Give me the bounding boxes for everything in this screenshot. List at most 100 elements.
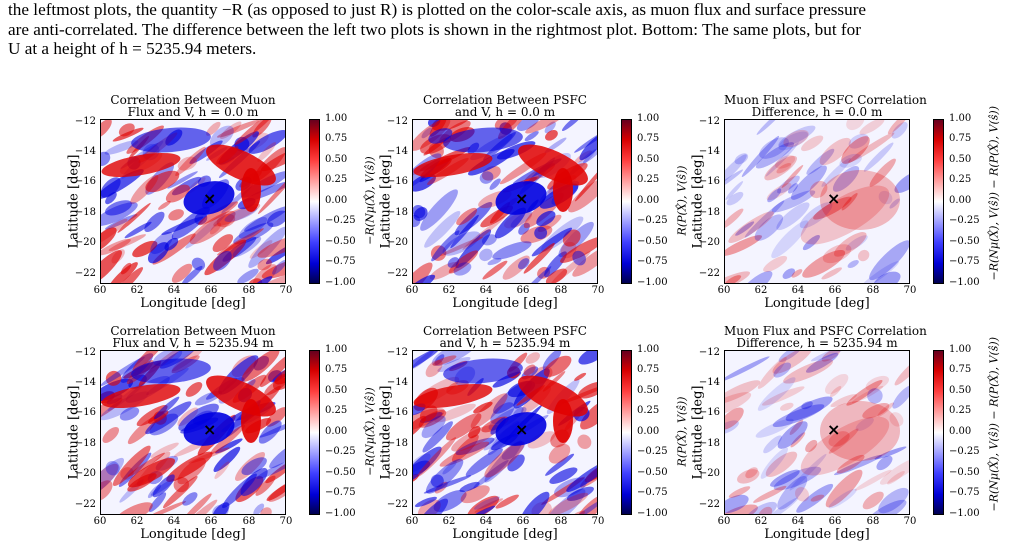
heatmap-blob [147, 242, 169, 264]
heatmap-blob [487, 257, 502, 266]
colorbar-tick-label: 0.50 [325, 154, 348, 165]
x-tick-label: 60 [717, 516, 731, 527]
colorbar-tick-label: −0.50 [949, 467, 980, 478]
heatmap-blob [430, 245, 447, 261]
heatmap-blob [574, 161, 597, 202]
heatmap-blob [841, 193, 858, 211]
heatmap-blob [865, 499, 907, 514]
heatmap-blob [543, 355, 572, 377]
heatmap-blob [213, 446, 241, 472]
heatmap-blob [439, 441, 490, 467]
heatmap-blob [424, 210, 461, 248]
x-tick-label: 60 [93, 516, 107, 527]
caption-line-1: the leftmost plots, the quantity −R (as … [8, 0, 867, 19]
x-axis-label: Longitude [deg] [452, 296, 558, 311]
colorbar-label: −R(Nμ(X̂), V(ŝ)) − R(P(X̂), V(ŝ)) [987, 106, 1001, 281]
heatmap-blob [265, 460, 285, 484]
x-tick-label: 60 [93, 285, 107, 296]
colorbar [621, 119, 632, 284]
heatmap-blob [164, 237, 179, 251]
heatmap-blob [848, 132, 895, 163]
colorbar-tick-label: 0.25 [325, 405, 348, 416]
x-tick-label: 64 [791, 285, 805, 296]
heatmap-blob [542, 351, 562, 370]
heatmap-blob [191, 257, 206, 271]
center-marker: × [515, 420, 528, 439]
x-tick-label: 66 [516, 285, 530, 296]
heatmap-blob [771, 190, 816, 213]
positive-region [800, 416, 890, 476]
heatmap-blob [725, 420, 739, 435]
heatmap-blob [762, 497, 799, 514]
heatmap-blob [489, 178, 501, 190]
positive-region [553, 168, 573, 212]
heatmap-blob [824, 373, 849, 395]
heatmap-blob [805, 439, 818, 453]
heatmap-blob [789, 419, 804, 435]
x-tick-label: 68 [554, 285, 568, 296]
colorbar-tick-label: −1.00 [637, 508, 668, 519]
center-marker: × [827, 420, 840, 439]
heatmap-blob [725, 392, 752, 418]
x-axis-label: Longitude [deg] [140, 296, 246, 311]
heatmap-blob [105, 460, 120, 476]
heatmap-blob [267, 210, 285, 227]
heatmap-blob [518, 258, 530, 270]
y-tick-label: −20 [386, 468, 408, 479]
colorbar-tick-label: 0.25 [949, 174, 972, 185]
heatmap-blob [763, 255, 788, 272]
heatmap-blob [869, 240, 909, 281]
heatmap-blob [819, 137, 851, 166]
colorbar-tick-label: −0.50 [325, 467, 356, 478]
heatmap-blob [572, 510, 586, 514]
heatmap-blob [566, 459, 597, 492]
heatmap-blob [772, 404, 825, 428]
colorbar-label: −R(Nμ(X̂), V(ŝ)) − R(P(X̂), V(ŝ)) [987, 337, 1001, 512]
heatmap-blob [455, 437, 495, 456]
heatmap-blob [474, 498, 504, 513]
heatmap-blob [501, 441, 525, 460]
heatmap-blob [434, 354, 445, 366]
y-axis-label: Latitude [deg] [378, 385, 394, 480]
heatmap-blob [413, 460, 431, 475]
heatmap-blob [247, 278, 263, 283]
heatmap-blob [214, 461, 230, 479]
x-tick-label: 64 [167, 516, 181, 527]
heatmap-blob [846, 379, 883, 406]
heatmap-blob [725, 356, 770, 382]
heatmap-blob [516, 120, 540, 131]
heatmap-blob [430, 474, 444, 488]
x-tick-label: 62 [442, 285, 456, 296]
colorbar [621, 350, 632, 515]
heatmap-blob [855, 417, 874, 432]
heatmap-blob [777, 475, 808, 510]
heatmap-blob [725, 494, 749, 514]
correlation-heatmap: × [100, 350, 286, 515]
y-tick-label: −20 [698, 237, 720, 248]
heatmap-blob [845, 235, 868, 251]
heatmap-blob [821, 267, 842, 280]
heatmap-blob [549, 467, 578, 484]
heatmap-blob [494, 207, 527, 239]
heatmap-blob [531, 227, 573, 257]
heatmap-blob [494, 120, 518, 130]
heatmap-blob [101, 378, 134, 402]
colorbar-tick-label: −1.00 [949, 277, 980, 288]
heatmap-blob [102, 427, 120, 443]
heatmap-blob [810, 494, 825, 502]
colorbar-tick-label: 0.75 [949, 364, 972, 375]
heatmap-blob [241, 457, 267, 476]
colorbar-tick-label: −0.25 [949, 446, 980, 457]
heatmap-blob [863, 142, 894, 172]
heatmap-blob [473, 496, 500, 510]
x-tick-label: 60 [717, 285, 731, 296]
y-tick-label: −12 [698, 347, 720, 358]
colorbar-tick-label: 0.75 [949, 133, 972, 144]
heatmap-blob [450, 214, 479, 249]
heatmap-blob [264, 377, 285, 396]
heatmap-blob [796, 483, 834, 513]
heatmap-blob [127, 458, 176, 488]
negative-region [443, 358, 523, 384]
x-tick-label: 64 [167, 285, 181, 296]
heatmap-blob [577, 434, 592, 450]
